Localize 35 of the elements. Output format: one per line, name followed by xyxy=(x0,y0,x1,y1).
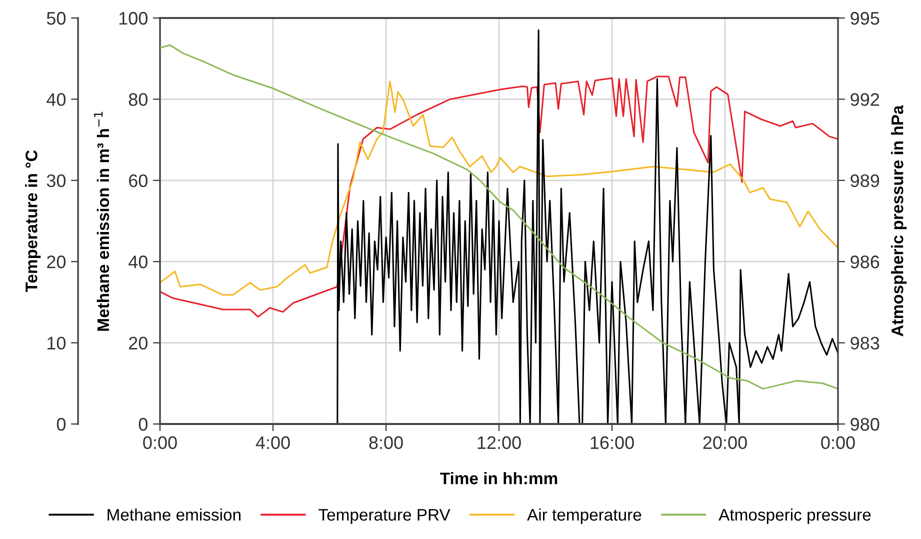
y-tick-label: 20 xyxy=(47,256,66,268)
line-series xyxy=(160,44,838,390)
x-tick-label: 16:00 xyxy=(590,436,634,450)
y-tick-label: 50 xyxy=(46,12,66,25)
y3-tick-label: 100 xyxy=(119,12,148,25)
x-tick-label: 20:00 xyxy=(703,436,747,450)
y2-tick-label: 980 xyxy=(850,418,880,431)
y3-tick-label: 80 xyxy=(128,93,148,106)
y3-axis-title: Methane emission in m³ h$^{−1}$ xyxy=(94,112,110,331)
x-tick-label: 8:00 xyxy=(369,436,403,450)
y-tick-label: 0 xyxy=(56,418,66,431)
y3-tick-label: 20 xyxy=(129,336,148,350)
legend-label: Atmosperic pressure xyxy=(718,508,871,524)
y2-tick-label: 986 xyxy=(850,256,880,268)
y2-axis-title: Atmospheric pressure in hPa xyxy=(891,105,907,336)
x-axis-title: Time in hh:mm xyxy=(440,472,558,484)
y3-tick-label: 40 xyxy=(128,256,148,268)
legend-label: Air temperature xyxy=(527,508,642,524)
y-tick-label: 10 xyxy=(48,336,66,350)
y-tick-label: 30 xyxy=(46,174,66,188)
y2-tick-label: 983 xyxy=(850,336,880,350)
x-tick-label: 4:00 xyxy=(256,436,290,450)
x-tick-label: 12:00 xyxy=(478,436,521,450)
x-tick-label: 0:00 xyxy=(143,436,177,450)
y-tick-label: 40 xyxy=(46,93,66,106)
y2-tick-label: 992 xyxy=(850,93,880,106)
y2-tick-label: 995 xyxy=(850,12,880,25)
y3-tick-label: 60 xyxy=(129,174,148,188)
y3-tick-label: 0 xyxy=(138,418,148,431)
line-series xyxy=(336,29,838,424)
y-axis-title: Temperature in °C xyxy=(25,150,41,292)
x-tick-label: 0:00 xyxy=(821,436,855,450)
legend-label: Temperature PRV xyxy=(318,509,450,524)
y2-tick-label: 989 xyxy=(850,174,880,188)
legend-label: Methane emission xyxy=(108,508,240,521)
